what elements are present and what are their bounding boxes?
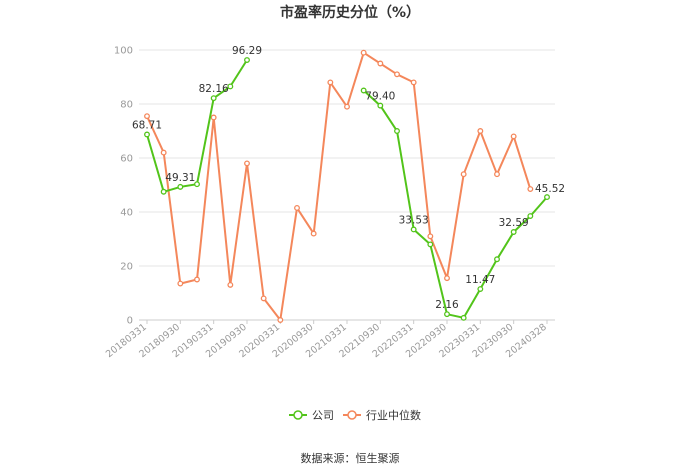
data-point-company: [510, 229, 517, 235]
data-point-company: [544, 194, 550, 201]
legend-swatch-marker: [293, 410, 303, 420]
data-point-company: [144, 131, 150, 138]
data-point-industry-median: [460, 171, 467, 178]
data-label: 33.53: [399, 214, 429, 226]
data-point-company: [177, 183, 184, 190]
data-point-company: [444, 311, 450, 318]
data-point-industry-median: [410, 79, 417, 86]
data-point-company: [210, 95, 217, 102]
legend-label: 行业中位数: [366, 408, 421, 422]
x-axis: 2018033120180930201903312019093020200331…: [104, 319, 555, 360]
legend-item-company[interactable]: 公司: [289, 409, 334, 422]
data-point-industry-median: [244, 160, 250, 167]
data-point-industry-median: [194, 276, 200, 283]
data-label: 32.59: [499, 217, 529, 229]
data-point-company: [244, 57, 250, 63]
data-point-industry-median: [294, 204, 300, 211]
data-point-industry-median: [427, 233, 434, 240]
y-tick-label: 40: [120, 208, 133, 219]
data-label: 45.52: [535, 183, 565, 195]
series-group: [144, 49, 550, 323]
y-tick-label: 60: [120, 154, 133, 165]
data-label: 11.47: [465, 274, 495, 286]
data-point-industry-median: [527, 186, 534, 192]
data-point-company: [527, 213, 534, 219]
data-point-company: [410, 226, 417, 233]
data-labels: 68.71 49.31 82.16 96.29 79.40 33.53 2.16 11.47 3…: [132, 45, 565, 311]
legend-item-industry-median[interactable]: 行业中位数: [343, 408, 421, 422]
data-point-industry-median: [210, 114, 217, 121]
y-tick-label: 20: [120, 262, 133, 273]
data-point-industry-median: [494, 171, 500, 178]
data-point-industry-median: [444, 275, 450, 282]
data-point-industry-median: [377, 60, 384, 67]
data-point-industry-median: [310, 230, 317, 237]
data-point-company: [394, 128, 400, 134]
data-point-industry-median: [177, 280, 184, 287]
data-point-company: [227, 83, 234, 90]
data-label: 96.29: [232, 45, 262, 57]
data-point-industry-median: [344, 103, 350, 110]
y-tick-label: 100: [114, 46, 133, 57]
legend-swatch-marker: [347, 410, 357, 420]
data-point-industry-median: [160, 149, 167, 156]
data-point-company: [360, 87, 367, 94]
data-point-company: [477, 286, 484, 292]
data-point-company: [460, 314, 467, 321]
data-point-industry-median: [510, 133, 517, 140]
legend-label: 公司: [312, 409, 334, 422]
chart-title: 市盈率历史分位（%）: [280, 4, 420, 21]
data-point-industry-median: [394, 71, 400, 78]
series-line-industry-median: [146, 51, 532, 321]
data-point-industry-median: [327, 79, 334, 86]
data-point-industry-median: [277, 317, 284, 323]
data-point-company: [377, 102, 384, 109]
data-point-company: [194, 181, 200, 188]
data-label: 68.71: [132, 119, 162, 131]
data-label: 49.31: [165, 172, 195, 184]
data-label: 79.40: [365, 91, 395, 103]
data-point-industry-median: [227, 281, 234, 288]
data-point-industry-median: [260, 295, 267, 302]
y-tick-label: 80: [120, 100, 133, 111]
y-axis: 0 20 40 60 80 100: [114, 46, 133, 327]
data-point-company: [494, 256, 500, 263]
data-point-company: [160, 188, 167, 195]
legend[interactable]: 公司 行业中位数: [289, 408, 421, 422]
data-point-industry-median: [144, 113, 150, 120]
y-tick-label: 0: [127, 316, 133, 327]
data-point-company: [427, 241, 434, 248]
data-label: 82.16: [199, 83, 229, 95]
source-note: 数据来源：恒生聚源: [301, 451, 400, 465]
data-point-industry-median: [477, 128, 484, 134]
series-line-company: [363, 89, 548, 319]
data-point-industry-median: [360, 49, 367, 56]
data-label: 2.16: [435, 299, 459, 311]
